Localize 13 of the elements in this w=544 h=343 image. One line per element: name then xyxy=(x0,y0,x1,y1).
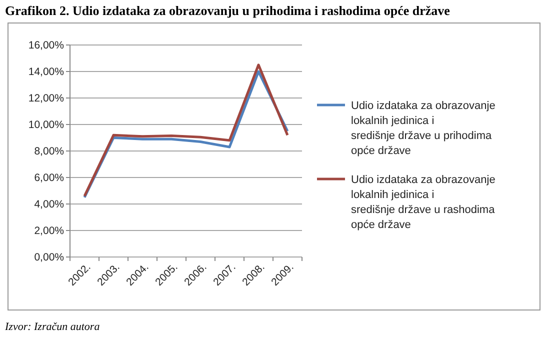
y-tick-label: 14,00% xyxy=(28,66,64,78)
legend-label: Udio izdataka za obrazovanje lokalnih jedinica i središnje države u prihodima opće države xyxy=(351,100,496,157)
y-tick-label: 4,00% xyxy=(34,198,64,211)
y-tick-label: 10,00% xyxy=(28,119,64,132)
y-tick-label: 8,00% xyxy=(34,146,64,158)
legend-label: Udio izdataka za obrazovanje lokalnih jedinica i središnje države u rashodima opće države xyxy=(351,174,496,231)
y-tick-label: 0,00% xyxy=(34,252,64,264)
y-tick-label: 6,00% xyxy=(34,172,64,184)
y-tick-label: 12,00% xyxy=(28,92,64,105)
text: Izvor: Izračun autora xyxy=(4,321,100,333)
chart-title: Grafikon 2. Udio izdataka za obrazovanju u prihodima i rashodima opće države xyxy=(5,3,450,18)
y-tick-label: 16,00% xyxy=(28,40,64,52)
y-tick-label: 2,00% xyxy=(34,225,64,238)
